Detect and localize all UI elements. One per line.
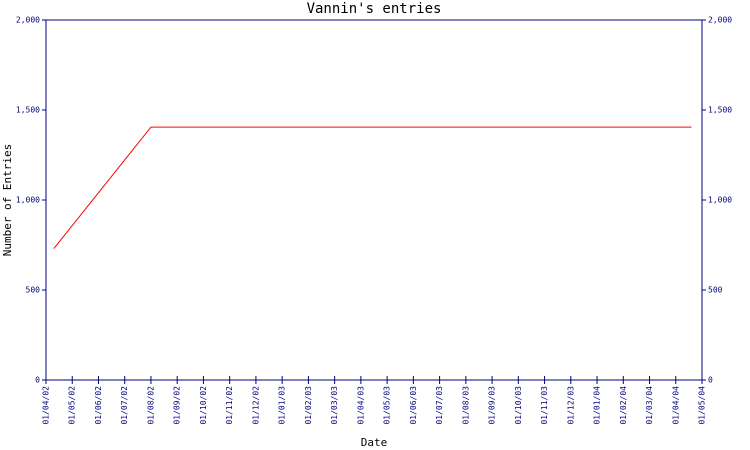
x-tick-label: 01/07/02 (120, 386, 129, 425)
x-tick-label: 01/06/02 (94, 386, 103, 425)
x-tick-label: 01/02/03 (304, 386, 313, 425)
y2-tick-label: 2,000 (708, 16, 732, 25)
chart-title: Vannin's entries (307, 1, 442, 17)
y2-tick-label: 1,500 (708, 106, 732, 115)
x-tick-label: 01/07/03 (435, 386, 444, 425)
y-tick-label: 1,000 (16, 196, 40, 205)
x-tick-label: 01/02/04 (619, 386, 628, 425)
x-tick-label: 01/09/02 (173, 386, 182, 425)
y-axis-label: Number of Entries (1, 144, 14, 257)
x-tick-label: 01/08/02 (146, 386, 155, 425)
x-tick-label: 01/06/03 (409, 386, 418, 425)
x-tick-label: 01/01/03 (278, 386, 287, 425)
y-tick-label: 0 (35, 376, 40, 385)
plot-frame (45, 19, 703, 381)
y2-tick-label: 1,000 (708, 196, 732, 205)
y-tick-label: 500 (26, 286, 41, 295)
x-tick-label: 01/10/02 (199, 386, 208, 425)
x-tick-label: 01/01/04 (593, 386, 602, 425)
x-tick-label: 01/05/02 (68, 386, 77, 425)
x-tick-label: 01/08/03 (461, 386, 470, 425)
x-tick-label: 01/12/02 (251, 386, 260, 425)
x-tick-label: 01/11/02 (225, 386, 234, 425)
y-tick-label: 2,000 (16, 16, 40, 25)
y2-tick-label: 0 (708, 376, 713, 385)
x-tick-label: 01/12/03 (566, 386, 575, 425)
x-tick-label: 01/10/03 (514, 386, 523, 425)
x-tick-label: 01/04/04 (671, 386, 680, 425)
x-tick-label: 01/04/03 (356, 386, 365, 425)
x-tick-label: 01/05/03 (383, 386, 392, 425)
x-tick-label: 01/03/04 (645, 386, 654, 425)
x-tick-label: 01/05/04 (698, 386, 707, 425)
x-tick-label: 01/03/03 (330, 386, 339, 425)
x-tick-label: 01/09/03 (488, 386, 497, 425)
y-tick-label: 1,500 (16, 106, 40, 115)
series-line (53, 126, 692, 249)
x-tick-label: 01/11/03 (540, 386, 549, 425)
y2-tick-label: 500 (708, 286, 723, 295)
x-axis-label: Date (361, 436, 388, 449)
x-tick-label: 01/04/02 (42, 386, 51, 425)
